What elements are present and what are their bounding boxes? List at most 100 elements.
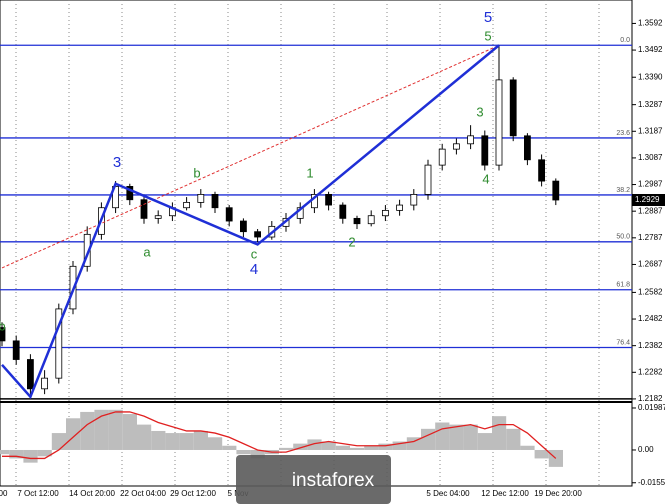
histogram-bar (193, 430, 208, 450)
histogram-bar (293, 443, 308, 450)
candle-body (438, 148, 446, 166)
histogram-bar (520, 445, 535, 450)
histogram-bar (250, 449, 265, 459)
wave-label: b (0, 318, 6, 333)
histogram-bar (435, 422, 450, 450)
y-tick-label: 1.3390 (638, 72, 663, 81)
candle-body (552, 180, 560, 201)
y-tick-label: 1.2482 (638, 314, 663, 323)
histogram-bar (208, 437, 223, 450)
histogram-bar (492, 416, 507, 450)
y-tick-label: 1.2687 (638, 260, 663, 269)
candle-body (538, 159, 545, 182)
histogram-bar (66, 418, 81, 450)
candle-body (410, 194, 418, 206)
candle-body (495, 79, 503, 166)
histogram-bar (321, 441, 336, 450)
histogram-bar (0, 449, 10, 455)
wave-label: c (251, 246, 258, 261)
candle-body (339, 204, 347, 219)
candle-body (197, 194, 205, 203)
candle-body (55, 308, 63, 379)
histogram-bar (165, 433, 180, 450)
wave-label: 2 (348, 234, 355, 249)
wave-label: 3 (476, 104, 483, 119)
histogram-bar (477, 433, 492, 450)
histogram-bar (350, 447, 365, 450)
histogram-bar (23, 449, 38, 463)
current-price-box (632, 194, 665, 206)
histogram-bar (463, 424, 478, 450)
x-tick-label: 14 Oct 20:00 (69, 489, 115, 498)
fib-label: 76.4 (616, 339, 630, 346)
candle-body (452, 143, 460, 150)
histogram-bar (37, 449, 52, 457)
candle-body (325, 194, 333, 206)
histogram-bar (335, 445, 350, 450)
y-tick-label: 1.2582 (638, 288, 663, 297)
y-tick-label: 1.2787 (638, 233, 663, 242)
x-tick-label: 7 Oct 12:00 (17, 489, 59, 498)
candle-body (41, 377, 48, 390)
plot-frame (0, 0, 633, 487)
histogram-bar (449, 424, 464, 450)
candle-body (381, 209, 389, 217)
y-tick-label: 1.3592 (638, 19, 663, 28)
histogram-bar (222, 445, 237, 450)
histogram-bar (392, 441, 407, 450)
wave-label: 3 (113, 154, 121, 171)
histogram-bar (534, 449, 549, 459)
logo-box (236, 455, 391, 504)
wave-line (1, 44, 500, 400)
histogram-bar (9, 449, 24, 459)
y-tick-label: 1.3287 (638, 100, 663, 109)
x-tick-label: 00 (0, 489, 8, 498)
y-tick-label: 1.2382 (638, 341, 663, 350)
histogram-bar (137, 424, 152, 450)
x-tick-label: 5 Dec 04:00 (426, 489, 470, 498)
fib-label: 23.6 (616, 130, 630, 137)
histogram-bar (80, 411, 95, 450)
histogram-bar (122, 414, 137, 450)
candle-body (254, 231, 262, 238)
candle-body (126, 186, 134, 201)
x-tick-label: 29 Oct 12:00 (170, 489, 216, 498)
x-tick-label: 19 Dec 20:00 (534, 489, 582, 498)
trend-line (1, 44, 500, 269)
candle-body (509, 79, 517, 137)
current-price-label: 1.2929 (635, 195, 660, 204)
indicator-tick-label: 0.00 (638, 445, 654, 454)
candle-body (239, 220, 247, 233)
y-tick-label: 1.2182 (638, 394, 663, 403)
fib-label: 50.0 (616, 234, 630, 241)
wave-label: 5 (484, 9, 492, 26)
histogram-bar (51, 433, 66, 450)
y-tick-label: 1.2282 (638, 367, 663, 376)
histogram-bar (94, 409, 109, 450)
histogram-bar (179, 433, 194, 450)
y-tick-label: 1.3492 (638, 45, 663, 54)
indicator-tick-label: 0.01987 (638, 403, 665, 412)
histogram-bar (548, 449, 563, 467)
candle-body (424, 164, 432, 195)
candle-body (211, 194, 219, 209)
wave-label: 1 (306, 165, 313, 180)
candle-body (524, 135, 531, 161)
x-tick-label: 12 Dec 12:00 (481, 489, 529, 498)
candle-body (140, 199, 148, 219)
wave-label: 4 (482, 171, 489, 186)
y-tick-label: 1.3187 (638, 126, 663, 135)
candle-body (0, 327, 6, 342)
wave-label: 4 (250, 261, 258, 278)
wave-label: a (143, 244, 151, 259)
candle-body (154, 215, 162, 219)
histogram-bar (378, 443, 393, 450)
candle-body (225, 207, 233, 222)
candle-body (26, 359, 34, 390)
fib-label: 0.0 (620, 37, 630, 44)
histogram-bar (506, 428, 521, 450)
candle-body (481, 135, 489, 166)
candle-body (367, 215, 375, 225)
candle-body (12, 340, 20, 360)
